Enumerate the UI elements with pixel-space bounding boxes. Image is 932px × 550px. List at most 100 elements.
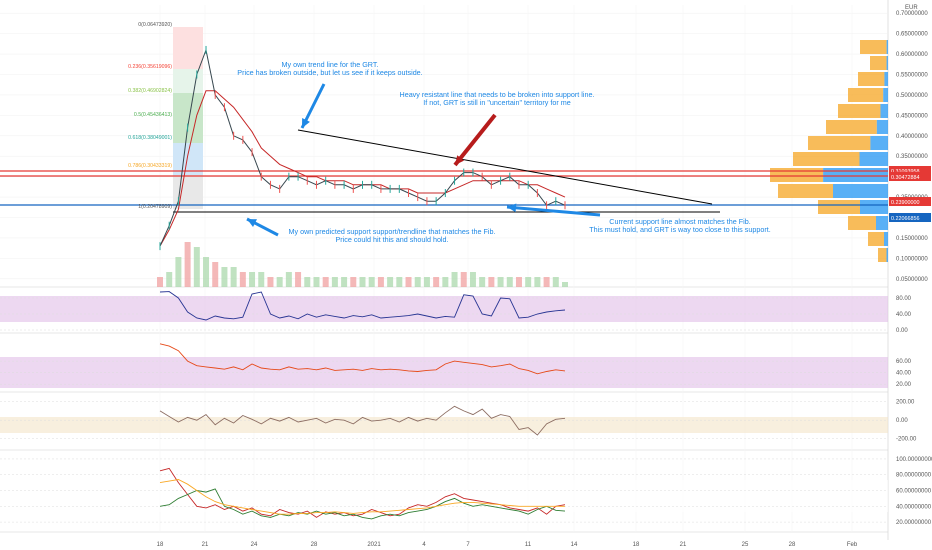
profile-bar-blue-7 (859, 152, 888, 166)
fib-zone-green (173, 93, 203, 143)
annotation-resist-line-1: Heavy resistant line that needs to be br… (400, 90, 595, 99)
price-axis: 0.70000000 0.65000000 0.60000000 0.55000000… (896, 11, 932, 526)
volume-bar-11 (258, 272, 265, 287)
horizontal-levels (0, 129, 888, 213)
annotation-predicted-line-1: My own predicted support support/trendli… (289, 227, 496, 236)
volume-bar-20 (341, 277, 348, 287)
price-box-3 (889, 213, 931, 222)
time-tick-1: 21 (202, 542, 209, 548)
profile-bar-orange-6 (808, 136, 871, 150)
volume-bar-17 (313, 277, 320, 287)
price-box-0 (889, 166, 931, 175)
time-tick-3: 28 (311, 542, 318, 548)
pane-tick-3-1: 0.00 (896, 418, 908, 424)
time-tick-10: 21 (680, 542, 687, 548)
volume-bar-27 (405, 277, 412, 287)
fib-zones (173, 27, 203, 209)
volume-bar-25 (387, 277, 394, 287)
indicator-line-4-1 (159, 488, 566, 520)
price-box-2 (889, 197, 931, 206)
fib-zone-red (173, 27, 203, 69)
time-tick-6: 7 (466, 542, 470, 548)
profile-bar-orange-2 (858, 72, 885, 86)
volume-bar-9 (239, 272, 246, 287)
volume-bar-15 (295, 272, 302, 287)
volume-bar-40 (525, 277, 532, 287)
time-tick-2: 24 (251, 542, 258, 548)
arrow-trend-head (302, 118, 310, 128)
profile-bar-blue-0 (886, 40, 888, 54)
volume-bar-41 (534, 277, 541, 287)
trend-line (297, 129, 713, 205)
pane-tick-4-0: 100.00000000 (896, 457, 932, 463)
volume-bar-3 (184, 242, 191, 287)
volume-bar-30 (433, 277, 440, 287)
volume-bar-21 (350, 277, 357, 287)
volume-bar-1 (166, 272, 173, 287)
fib-labels: 0(0.06473920) 0.236(0.35619096) 0.382(0.46… (128, 22, 172, 210)
fib-zone-blue (173, 143, 203, 175)
profile-bar-orange-9 (778, 184, 833, 198)
profile-bar-orange-4 (838, 104, 881, 118)
volume-bar-2 (175, 257, 182, 287)
volume-bar-14 (285, 272, 292, 287)
price-tick-12: 0.10000000 (896, 256, 928, 262)
volume-bar-18 (322, 277, 329, 287)
price-box-1 (889, 172, 931, 181)
time-tick-5: 4 (422, 542, 426, 548)
annotation-current-line-2: This must hold, and GRT is way too close… (589, 225, 771, 234)
indicator-line-4-2 (159, 479, 565, 515)
price-line (159, 48, 566, 247)
profile-bar-orange-13 (878, 248, 887, 262)
price-tick-3: 0.55000000 (896, 72, 928, 78)
time-tick-7: 11 (525, 542, 532, 548)
indicator-line-1-0 (159, 291, 566, 321)
volume-bar-38 (506, 277, 513, 287)
volume-bar-5 (203, 257, 210, 287)
pane-tick-1-0: 80.00 (896, 296, 912, 302)
arrow-resistance-shaft (453, 113, 497, 167)
volume-bar-43 (552, 277, 559, 287)
profile-bar-blue-5 (876, 120, 888, 134)
pane-tick-4-3: 40.00000000 (896, 504, 932, 510)
volume-bar-6 (212, 262, 219, 287)
price-tick-4: 0.50000000 (896, 93, 928, 99)
pane-tick-3-0: 200.00 (896, 400, 915, 406)
volume-bar-28 (414, 277, 421, 287)
price-tick-6: 0.40000000 (896, 134, 928, 140)
time-tick-8: 14 (571, 542, 578, 548)
pane-tick-2-1: 40.00 (896, 371, 912, 377)
arrow-resistance-head (455, 155, 465, 165)
indicator-line-2-0 (159, 343, 566, 375)
profile-bar-orange-1 (870, 56, 887, 70)
volume-bar-8 (230, 267, 237, 287)
arrow-current-head (507, 203, 517, 213)
indicator-panes (0, 291, 888, 523)
pane-tick-1-1: 40.00 (896, 312, 912, 318)
price-tick-5: 0.45000000 (896, 113, 928, 119)
volume-bar-16 (304, 277, 311, 287)
volume-bar-4 (193, 247, 200, 287)
arrow-current-shaft (506, 205, 601, 217)
fib-label-5: 0.786(0.30433319) (128, 163, 172, 169)
annotation-resist-line-2: If not, GRT is still in "uncertain" terr… (423, 98, 570, 107)
price-box-label-2: 0.23900000 (891, 200, 919, 206)
fib-zone-lightgreen (173, 69, 203, 93)
profile-bar-blue-2 (884, 72, 888, 86)
price-tick-2: 0.60000000 (896, 52, 928, 58)
profile-bar-orange-0 (860, 40, 887, 54)
profile-bar-blue-11 (876, 216, 888, 230)
price-tick-0: 0.70000000 (896, 11, 928, 17)
volume-bar-42 (543, 277, 550, 287)
pane-tick-3-2: -200.00 (896, 437, 917, 443)
pane-tick-4-4: 20.00000000 (896, 520, 932, 526)
pane-tick-4-1: 80.00000000 (896, 473, 932, 479)
volume-bar-12 (267, 277, 274, 287)
price-tick-13: 0.05000000 (896, 277, 928, 283)
volume-bars (157, 242, 568, 287)
profile-bar-orange-10 (818, 200, 860, 214)
annotation-arrows (246, 83, 601, 237)
arrow-predicted-head (247, 219, 257, 227)
